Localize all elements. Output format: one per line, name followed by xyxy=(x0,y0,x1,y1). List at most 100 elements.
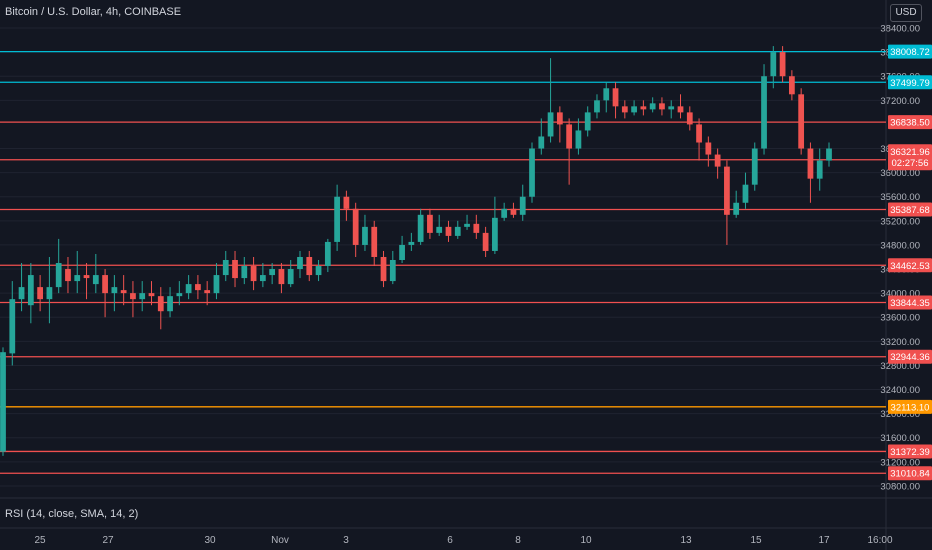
level-price-tag xyxy=(888,115,932,130)
y-tick-label: 32800.00 xyxy=(880,361,920,372)
candle-body xyxy=(445,226,452,236)
candle-body xyxy=(157,296,164,312)
candle-body xyxy=(575,130,582,149)
candle-body xyxy=(686,112,693,125)
candle-body xyxy=(148,293,155,297)
candle-body xyxy=(584,112,591,131)
candle-body xyxy=(649,103,656,110)
candle-body xyxy=(306,256,313,276)
candle-body xyxy=(371,226,378,257)
y-tick-label: 32000.00 xyxy=(880,409,920,420)
candle-body xyxy=(74,275,81,282)
currency-button[interactable]: USD xyxy=(890,4,922,22)
candle-body xyxy=(130,293,136,300)
candle-body xyxy=(501,208,508,218)
candle-body xyxy=(714,154,721,167)
candle-body xyxy=(640,106,647,110)
candle-body xyxy=(816,160,823,179)
candle-body xyxy=(324,241,331,267)
candle-body xyxy=(538,136,545,149)
candle-body xyxy=(751,148,758,185)
candle-body xyxy=(269,269,276,276)
x-tick-label: 17 xyxy=(818,535,830,546)
candle-body xyxy=(761,76,767,149)
candle-body xyxy=(408,241,415,245)
x-tick-label: 15 xyxy=(750,535,762,546)
y-tick-label: 31200.00 xyxy=(880,457,920,468)
candle-body xyxy=(779,52,786,77)
candle-body xyxy=(547,112,554,137)
level-price-label: 37499.79 xyxy=(890,78,930,89)
x-tick-label: 8 xyxy=(515,535,521,546)
candle-body xyxy=(278,269,285,285)
candle-body xyxy=(696,124,702,143)
x-tick-label: 30 xyxy=(204,535,216,546)
candle-body xyxy=(9,299,16,354)
x-tick-label: 27 xyxy=(102,535,114,546)
candle-body xyxy=(612,88,619,107)
candle-body xyxy=(742,184,749,203)
candle-body xyxy=(724,166,730,215)
symbol-title: Bitcoin / U.S. Dollar, 4h, COINBASE xyxy=(5,6,182,18)
candle-body xyxy=(55,263,62,288)
candle-body xyxy=(139,293,146,300)
candle-body xyxy=(167,296,173,312)
candle-body xyxy=(37,287,44,300)
candle-body xyxy=(65,269,71,282)
y-tick-label: 38400.00 xyxy=(880,24,920,35)
candle-body xyxy=(343,196,350,209)
candle-body xyxy=(287,269,294,285)
y-tick-label: 33600.00 xyxy=(880,313,920,324)
candle-body xyxy=(222,260,229,276)
candle-body xyxy=(417,214,424,242)
level-price-tag xyxy=(888,44,932,59)
x-tick-label: 10 xyxy=(580,535,592,546)
level-price-label: 31010.84 xyxy=(890,469,930,480)
candle-body xyxy=(677,106,684,113)
candle-body xyxy=(436,226,443,233)
x-tick-label: Nov xyxy=(271,535,289,546)
y-tick-label: 33200.00 xyxy=(880,337,920,348)
level-price-tag xyxy=(888,444,932,459)
current-price-tag xyxy=(888,144,932,171)
level-price-tag xyxy=(888,349,932,364)
y-tick-label: 32400.00 xyxy=(880,385,920,396)
candle-body xyxy=(464,223,470,227)
bar-countdown-label: 02:27:56 xyxy=(892,158,929,169)
candle-body xyxy=(454,226,461,236)
x-tick-label: 3 xyxy=(343,535,349,546)
candle-body xyxy=(102,275,108,294)
level-price-label: 32944.36 xyxy=(890,352,930,363)
level-price-label: 36838.50 xyxy=(890,118,930,129)
candle-body xyxy=(111,287,118,294)
candle-body xyxy=(241,266,248,279)
candle-body xyxy=(213,275,220,294)
y-tick-label: 37200.00 xyxy=(880,96,920,107)
candle-body xyxy=(204,290,211,294)
indicator-label: RSI (14, close, SMA, 14, 2) xyxy=(5,508,139,520)
level-price-label: 38008.72 xyxy=(890,47,930,58)
candle-body xyxy=(250,266,257,282)
candle-body xyxy=(83,275,90,279)
candle-body xyxy=(733,202,740,215)
candle-body xyxy=(399,244,405,260)
y-tick-label: 34800.00 xyxy=(880,240,920,251)
candle-body xyxy=(473,223,480,233)
candle-body xyxy=(603,88,610,101)
level-price-label: 32113.10 xyxy=(891,402,930,413)
candle-body xyxy=(788,76,795,95)
candle-body xyxy=(529,148,535,197)
candle-body xyxy=(297,256,303,270)
current-price-label: 36321.96 xyxy=(890,147,930,158)
candle-body xyxy=(18,287,25,300)
candle-body xyxy=(510,208,517,215)
level-price-label: 31372.39 xyxy=(890,447,930,458)
y-tick-label: 30800.00 xyxy=(880,481,920,492)
candle-body xyxy=(770,52,777,77)
candle-body xyxy=(92,275,99,285)
y-tick-label: 35600.00 xyxy=(880,192,920,203)
candle-body xyxy=(427,214,433,233)
candle-body xyxy=(176,293,183,297)
